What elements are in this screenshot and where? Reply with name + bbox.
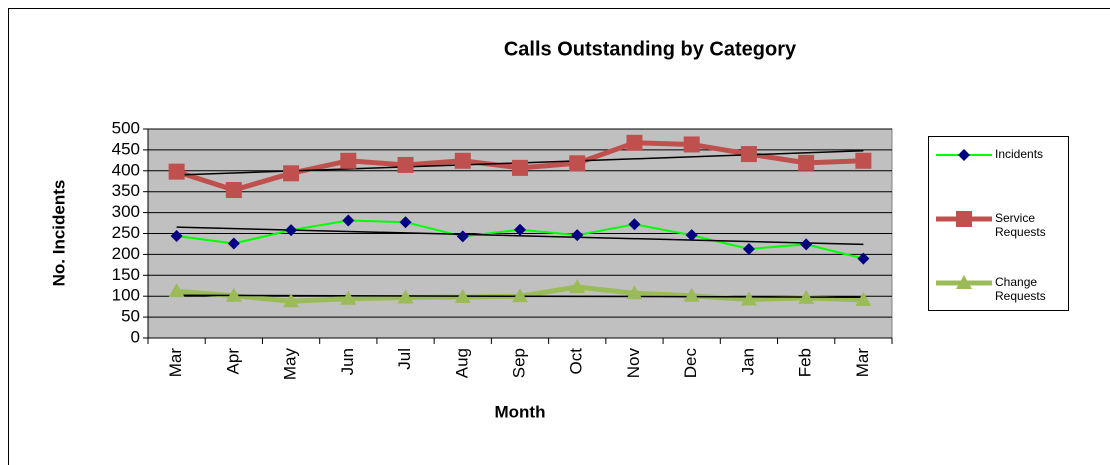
marker [454, 152, 471, 169]
y-axis-label: No. Incidents [49, 180, 68, 287]
marker [225, 182, 242, 199]
marker [225, 287, 242, 302]
y-tick-label: 250 [112, 223, 140, 242]
legend-label-line: Requests [995, 225, 1046, 239]
marker [855, 291, 872, 306]
x-tick-label: Apr [223, 348, 242, 375]
legend-label-line: Requests [995, 289, 1046, 303]
marker [683, 287, 700, 302]
marker [958, 149, 970, 161]
marker [340, 152, 357, 169]
legend-label: Service Requests [995, 211, 1046, 239]
marker [569, 279, 586, 294]
x-tick-label: Sep [509, 348, 528, 378]
x-tick-label: Dec [681, 348, 700, 379]
x-tick-label: Mar [853, 348, 872, 378]
marker [626, 134, 643, 151]
marker [456, 230, 469, 243]
y-tick-label: 500 [112, 118, 140, 137]
marker [512, 288, 528, 303]
marker [740, 146, 757, 163]
marker [170, 230, 183, 243]
marker [798, 154, 815, 171]
y-tick-label: 400 [112, 160, 140, 179]
legend-label-line: Change [995, 275, 1037, 289]
legend-label: Change Requests [995, 275, 1046, 303]
marker [512, 159, 528, 176]
x-tick-label: May [281, 348, 300, 381]
marker [685, 229, 698, 242]
marker [340, 290, 357, 305]
marker [800, 238, 813, 251]
marker [285, 224, 298, 237]
marker [397, 289, 414, 304]
marker [626, 285, 643, 300]
marker [168, 283, 185, 298]
marker [628, 218, 641, 231]
y-tick-label: 450 [112, 139, 140, 158]
y-tick-label: 300 [112, 202, 140, 221]
marker [399, 216, 412, 229]
marker [798, 289, 815, 304]
x-axis-label: Month [495, 402, 546, 421]
marker [956, 275, 972, 289]
marker [397, 156, 414, 173]
y-tick-label: 100 [112, 286, 140, 305]
y-tick-label: 350 [112, 181, 140, 200]
y-tick-label: 200 [112, 244, 140, 263]
x-tick-label: Jul [395, 348, 414, 370]
marker [168, 163, 185, 180]
y-tick-label: 150 [112, 265, 140, 284]
marker [683, 136, 700, 153]
marker [956, 211, 972, 227]
marker [857, 252, 870, 265]
marker [514, 223, 526, 236]
y-tick-label: 50 [121, 307, 140, 326]
marker [454, 289, 471, 304]
marker [740, 291, 757, 306]
marker [283, 293, 300, 308]
legend-label-line: Service [995, 211, 1035, 225]
marker [227, 237, 240, 250]
x-tick-label: Jan [738, 348, 757, 375]
x-tick-label: Nov [624, 348, 643, 379]
x-tick-label: Jun [338, 348, 357, 375]
marker [342, 214, 355, 227]
marker [569, 155, 586, 172]
marker [571, 229, 584, 242]
chart-title: Calls Outstanding by Category [504, 38, 797, 60]
y-tick-label: 0 [131, 327, 140, 346]
marker [283, 165, 300, 182]
legend-label: Incidents [995, 147, 1043, 161]
x-tick-label: Feb [796, 348, 815, 377]
x-tick-label: Aug [452, 348, 471, 378]
x-tick-label: Mar [166, 348, 185, 378]
marker [855, 152, 872, 169]
x-tick-label: Oct [567, 348, 586, 375]
marker [742, 242, 755, 255]
